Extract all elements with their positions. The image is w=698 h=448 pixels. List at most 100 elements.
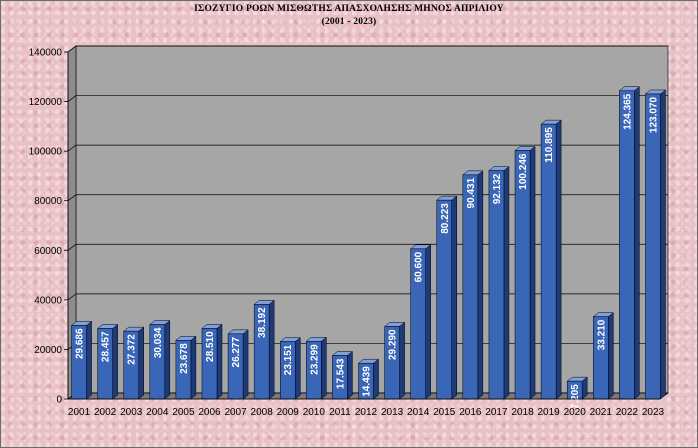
x-tick-label: 2022	[616, 407, 639, 418]
x-tick-label: 2004	[146, 407, 169, 418]
x-tick-label: 2018	[511, 407, 534, 418]
y-tick-label: 40000	[34, 295, 62, 306]
bar-side	[373, 358, 379, 400]
bar	[96, 323, 119, 400]
bar-side	[608, 312, 614, 400]
x-tick-label: 2003	[120, 407, 143, 418]
data-label: 17.543	[335, 358, 346, 389]
bar	[175, 335, 197, 400]
data-label: 33.210	[596, 319, 607, 350]
bar	[488, 166, 510, 400]
bar-side	[321, 336, 327, 400]
bar	[279, 337, 301, 400]
y-tick-label: 60000	[34, 246, 62, 257]
x-axis: 2001 2002 2003 2004 2005 2006 2007 2008 2009 2010…	[68, 398, 665, 418]
x-tick-label: 2011	[329, 407, 351, 418]
y-axis: 0 20000 40000 60000 80000 100000 120000 140000	[29, 48, 69, 406]
data-label: 29.290	[388, 329, 399, 360]
data-label: 23.151	[283, 344, 294, 375]
y-tick-label: 140000	[29, 48, 63, 59]
x-tick-label: 2013	[381, 407, 404, 418]
x-tick-label: 2005	[172, 407, 195, 418]
data-label: 92.132	[492, 173, 503, 204]
x-tick-label: 2021	[590, 407, 613, 418]
bar	[566, 376, 588, 400]
data-label: 28.457	[101, 331, 112, 362]
bar	[70, 320, 93, 400]
bar	[383, 321, 406, 400]
data-label: 60.600	[414, 251, 425, 282]
bar-side	[399, 321, 405, 400]
bar-side	[164, 320, 171, 400]
chart-title-block: ΙΣΟΖΥΓΙΟ ΡΟΩΝ ΜΙΣΘΩΤΗΣ ΑΠΑΣΧΟΛΗΣΗΣ ΜΗΝΟΣ…	[0, 3, 698, 29]
bar	[618, 86, 641, 400]
bar-side	[634, 86, 640, 400]
bar-side	[268, 299, 275, 400]
bar	[357, 358, 380, 400]
bar	[253, 299, 275, 400]
data-label: 123.070	[648, 97, 659, 134]
bar-side	[660, 89, 666, 400]
data-label: 23.678	[179, 343, 190, 374]
data-label: 29.686	[75, 328, 86, 359]
bar	[514, 146, 536, 400]
bar	[540, 119, 562, 400]
bar	[201, 323, 223, 400]
y-tick-label: 80000	[34, 196, 62, 207]
y-tick-label: 100000	[29, 147, 63, 158]
y-tick-label: 120000	[29, 97, 63, 108]
data-label: 124.365	[622, 93, 633, 130]
bar-side	[451, 195, 458, 400]
x-tick-label: 2012	[355, 407, 378, 418]
bar-front	[619, 90, 635, 400]
x-tick-label: 2010	[303, 407, 326, 418]
data-label: 38.192	[257, 307, 268, 338]
bar	[436, 195, 458, 400]
data-label: 27.372	[127, 334, 138, 365]
bar-side	[138, 326, 144, 400]
back-wall	[75, 45, 669, 394]
data-label: 100.246	[518, 153, 529, 190]
y-tick-label: 20000	[34, 345, 62, 356]
bar-side	[477, 170, 484, 400]
bar-side	[216, 323, 223, 400]
gridline	[67, 45, 668, 53]
bar-side	[294, 337, 301, 400]
bar-side	[555, 119, 562, 400]
bar-side	[347, 350, 353, 400]
gridline	[67, 144, 668, 152]
x-tick-label: 2020	[564, 407, 587, 418]
x-tick-label: 2002	[94, 407, 117, 418]
x-tick-label: 2006	[198, 407, 221, 418]
bar	[409, 244, 432, 400]
data-label: 28.510	[205, 331, 216, 362]
x-tick-label: 2009	[277, 407, 300, 418]
x-tick-label: 2014	[407, 407, 430, 418]
bar-side	[503, 166, 510, 400]
chart-title: ΙΣΟΖΥΓΙΟ ΡΟΩΝ ΜΙΣΘΩΤΗΣ ΑΠΑΣΧΟΛΗΣΗΣ ΜΗΝΟΣ…	[194, 4, 504, 14]
data-label: 26.277	[231, 336, 242, 367]
bar	[592, 312, 614, 400]
bar-side	[86, 320, 92, 400]
x-tick-label: 2015	[433, 407, 456, 418]
gridline	[67, 95, 668, 102]
bar-side	[529, 146, 536, 400]
data-label: 23.299	[309, 344, 320, 375]
bar-side	[425, 244, 431, 400]
y-tick-label: 0	[56, 395, 62, 406]
bar-side	[242, 329, 249, 400]
x-tick-label: 2017	[485, 407, 508, 418]
x-tick-label: 2007	[224, 407, 247, 418]
bar	[644, 89, 667, 400]
data-label: 90.431	[466, 177, 477, 208]
chart-subtitle: (2001 - 2023)	[321, 17, 377, 27]
data-label: 30.034	[153, 327, 164, 358]
bar-front	[540, 123, 557, 400]
bar	[331, 350, 354, 400]
bar-side	[190, 335, 197, 400]
x-tick-label: 2023	[642, 407, 665, 418]
data-label: 80.223	[440, 203, 451, 234]
data-label: 14.439	[362, 366, 373, 397]
x-tick-label: 2019	[537, 407, 560, 418]
